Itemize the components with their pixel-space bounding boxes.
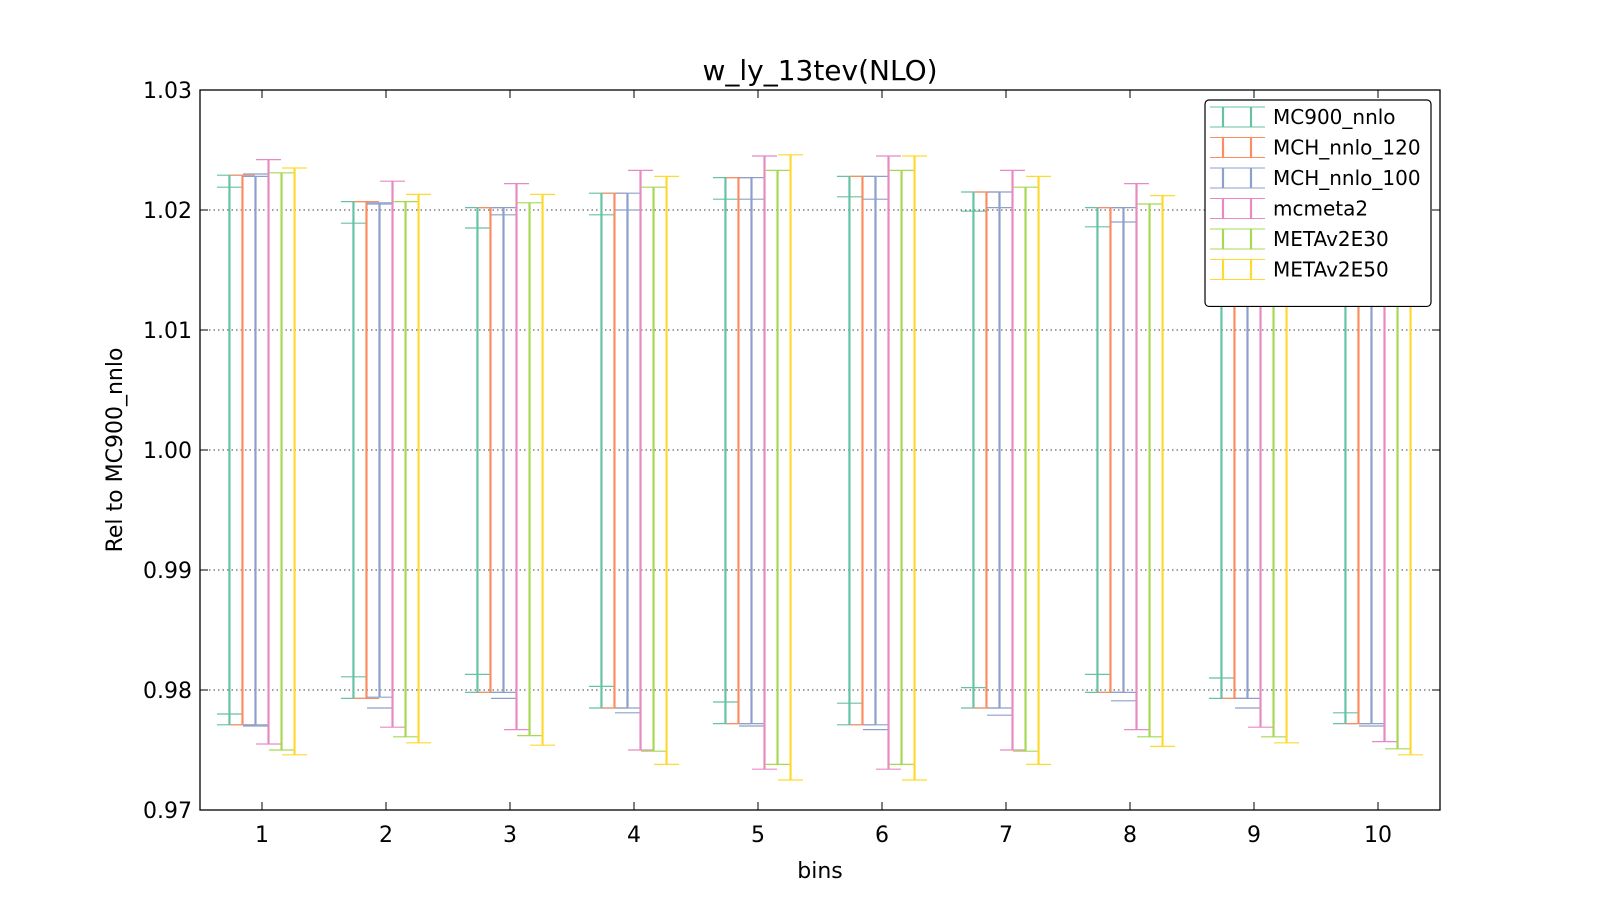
legend-entry-METAv2E30: METAv2E30 <box>1210 227 1389 251</box>
errorbar-METAv2E30-bin-7 <box>1013 186 1039 752</box>
x-tick-label: 3 <box>503 823 517 848</box>
errorbar-METAv2E50-bin-2 <box>406 193 432 744</box>
legend-entry-mcmeta2: mcmeta2 <box>1210 197 1368 221</box>
x-tick-label: 4 <box>627 823 641 848</box>
y-tick-label: 1.03 <box>143 79 192 104</box>
x-tick-label: 5 <box>751 823 765 848</box>
errorbar-mcmeta2-bin-3 <box>504 183 530 731</box>
errorbar-MCH_nnlo_100-bin-3 <box>490 207 516 700</box>
legend-label: MC900_nnlo <box>1273 105 1396 129</box>
ticks-layer: 0.97 0.98 0.99 1.00 1.01 1.02 1.03 1 2 3 4 5 6 7 8 9 10 <box>143 79 1440 848</box>
errorbar-METAv2E30-bin-1 <box>269 172 295 751</box>
x-tick-label: 1 <box>255 823 269 848</box>
errorbar-mcmeta2-bin-4 <box>628 169 654 751</box>
legend-label: mcmeta2 <box>1273 197 1368 221</box>
legend-entry-MC900_nnlo: MC900_nnlo <box>1210 105 1396 129</box>
errorbar-MC900_nnlo-bin-1 <box>216 174 242 726</box>
errorbar-MC900_nnlo-bin-6 <box>836 175 862 726</box>
errorbar-mcmeta2-bin-2 <box>380 180 406 728</box>
legend: MC900_nnlo MCH_nnlo_120 MCH_nnlo_100mcmeta… <box>1204 99 1432 308</box>
x-tick-label: 10 <box>1364 823 1392 848</box>
y-tick-label: 1.01 <box>143 319 192 344</box>
errorbar-MCH_nnlo_120-bin-2 <box>353 201 379 700</box>
legend-entry-MCH_nnlo_120: MCH_nnlo_120 <box>1210 136 1421 160</box>
x-tick-label: 2 <box>379 823 393 848</box>
errorbar-MCH_nnlo_100-bin-2 <box>366 202 392 709</box>
y-tick-label: 1.02 <box>143 199 192 224</box>
chart-title: w_ly_13tev(NLO) <box>702 54 937 87</box>
legend-box <box>1204 99 1432 308</box>
y-axis-label: Rel to MC900_nnlo <box>103 348 128 553</box>
errorbar-METAv2E50-bin-5 <box>778 154 804 781</box>
legend-entry-MCH_nnlo_100: MCH_nnlo_100 <box>1210 166 1421 190</box>
errorbar-METAv2E30-bin-3 <box>517 202 543 737</box>
legend-label: MCH_nnlo_100 <box>1273 166 1421 190</box>
errorbar-mcmeta2-bin-5 <box>752 155 778 770</box>
errorbar-MCH_nnlo_100-bin-1 <box>242 173 268 727</box>
errorbar-mcmeta2-bin-7 <box>1000 169 1026 751</box>
x-tick-label: 8 <box>1123 823 1137 848</box>
errorbar-MCH_nnlo_100-bin-7 <box>986 191 1012 716</box>
legend-label: MCH_nnlo_120 <box>1273 136 1421 160</box>
y-tick-label: 0.97 <box>143 799 192 824</box>
errorbar-METAv2E30-bin-5 <box>765 169 791 766</box>
errorbar-mcmeta2-bin-1 <box>256 159 282 745</box>
errorbar-METAv2E30-bin-8 <box>1137 203 1163 738</box>
errorbar-MCH_nnlo_100-bin-4 <box>614 192 640 714</box>
errorbar-mcmeta2-bin-6 <box>876 155 902 770</box>
legend-entry-METAv2E50: METAv2E50 <box>1210 258 1389 282</box>
y-tick-label: 0.98 <box>143 679 192 704</box>
y-tick-label: 1.00 <box>143 439 192 464</box>
errorbar-METAv2E50-bin-1 <box>282 167 308 756</box>
errorbar-MC900_nnlo-bin-4 <box>588 192 614 709</box>
errorbar-METAv2E30-bin-6 <box>889 169 915 766</box>
legend-label: METAv2E50 <box>1273 258 1389 282</box>
x-tick-label: 9 <box>1247 823 1261 848</box>
errorbar-METAv2E50-bin-4 <box>654 175 680 766</box>
legend-label: METAv2E30 <box>1273 227 1389 251</box>
errorbar-METAv2E50-bin-8 <box>1150 195 1176 748</box>
errorbar-METAv2E30-bin-2 <box>393 201 419 738</box>
x-tick-label: 7 <box>999 823 1013 848</box>
y-tick-label: 0.99 <box>143 559 192 584</box>
x-tick-label: 6 <box>875 823 889 848</box>
errorbar-METAv2E30-bin-4 <box>641 186 667 752</box>
errorbar-MCH_nnlo_100-bin-8 <box>1110 207 1136 702</box>
errorbar-MCH_nnlo_100-bin-5 <box>738 177 764 727</box>
errorbar-mcmeta2-bin-8 <box>1124 183 1150 731</box>
errorbar-MCH_nnlo_100-bin-6 <box>862 175 888 731</box>
errorbar-METAv2E50-bin-6 <box>902 155 928 781</box>
x-axis-label: bins <box>797 859 842 884</box>
errorbar-METAv2E50-bin-3 <box>530 193 556 746</box>
errorbar-METAv2E50-bin-7 <box>1026 175 1052 766</box>
